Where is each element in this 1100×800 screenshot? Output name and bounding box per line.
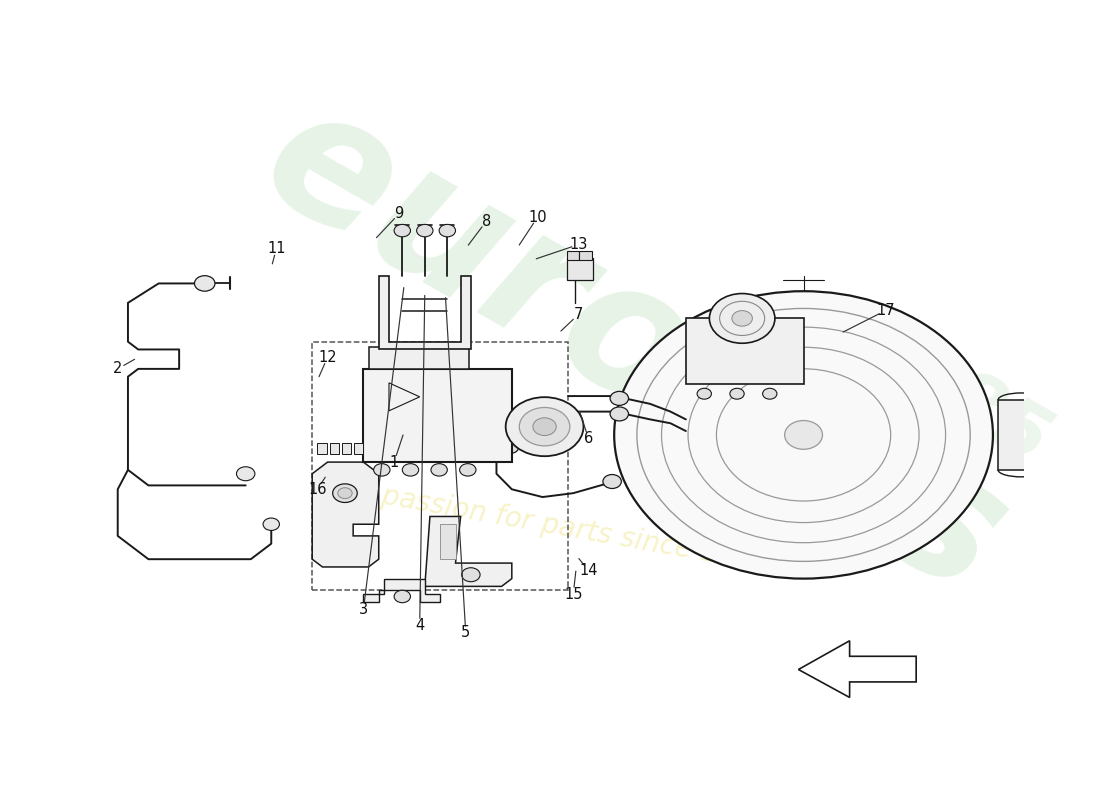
Text: 1: 1: [389, 454, 398, 470]
Circle shape: [460, 464, 476, 476]
Bar: [342, 442, 351, 454]
Circle shape: [697, 388, 712, 399]
Circle shape: [603, 474, 622, 489]
Text: 1985: 1985: [842, 311, 1063, 482]
Bar: [312, 342, 568, 590]
Circle shape: [462, 568, 480, 582]
Bar: [580, 251, 592, 260]
Text: 16: 16: [308, 482, 327, 497]
Text: 5: 5: [461, 626, 471, 641]
Circle shape: [195, 276, 214, 291]
Circle shape: [506, 397, 583, 456]
Circle shape: [1084, 426, 1100, 444]
Polygon shape: [312, 462, 378, 567]
Bar: [330, 442, 339, 454]
Bar: [368, 347, 470, 369]
Text: 12: 12: [318, 350, 337, 365]
Circle shape: [762, 388, 777, 399]
Text: 3: 3: [359, 602, 369, 617]
Circle shape: [431, 464, 448, 476]
Circle shape: [263, 518, 279, 530]
Circle shape: [610, 391, 628, 406]
Circle shape: [519, 407, 570, 446]
Circle shape: [332, 484, 358, 502]
Polygon shape: [425, 517, 512, 586]
Circle shape: [394, 224, 410, 237]
Text: 11: 11: [267, 241, 286, 256]
Circle shape: [338, 488, 352, 498]
Circle shape: [730, 388, 745, 399]
Bar: [354, 442, 363, 454]
Polygon shape: [799, 641, 916, 698]
Bar: [685, 318, 804, 385]
Text: 6: 6: [584, 431, 593, 446]
Circle shape: [403, 464, 419, 476]
Text: a passion for parts since 1985: a passion for parts since 1985: [354, 478, 772, 578]
Text: 9: 9: [395, 206, 404, 221]
Circle shape: [732, 310, 752, 326]
Circle shape: [614, 291, 993, 578]
Circle shape: [417, 224, 433, 237]
Text: 7: 7: [574, 307, 583, 322]
Text: 2: 2: [113, 362, 122, 376]
Bar: [568, 258, 593, 279]
Circle shape: [394, 590, 410, 602]
Text: 10: 10: [528, 210, 547, 225]
Polygon shape: [378, 276, 471, 350]
Polygon shape: [363, 578, 440, 602]
Circle shape: [532, 418, 557, 435]
Circle shape: [610, 407, 628, 421]
Bar: [363, 369, 512, 462]
Circle shape: [439, 224, 455, 237]
Bar: [568, 251, 580, 260]
Text: 14: 14: [580, 563, 597, 578]
Text: europes: europes: [234, 67, 1035, 631]
Text: 8: 8: [482, 214, 491, 229]
Text: 4: 4: [415, 618, 425, 633]
Circle shape: [500, 439, 519, 454]
Bar: [998, 400, 1044, 470]
Text: 13: 13: [569, 237, 587, 252]
Text: 15: 15: [564, 586, 583, 602]
Circle shape: [236, 466, 255, 481]
Circle shape: [710, 294, 774, 343]
Circle shape: [374, 464, 390, 476]
Bar: [317, 442, 327, 454]
Circle shape: [784, 421, 823, 450]
Polygon shape: [440, 524, 455, 559]
Text: 17: 17: [876, 303, 894, 318]
